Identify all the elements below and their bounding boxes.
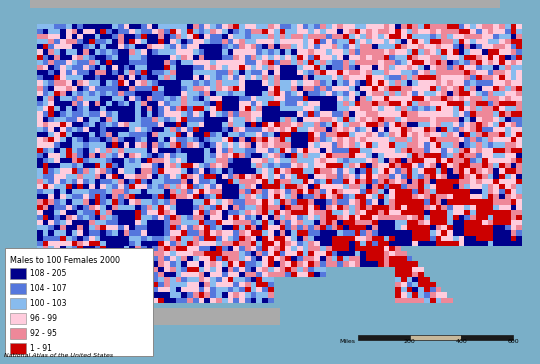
Bar <box>5 248 153 356</box>
Bar <box>10 298 26 309</box>
Text: 1 - 91: 1 - 91 <box>30 344 52 353</box>
Text: 100 - 103: 100 - 103 <box>30 299 66 308</box>
Bar <box>10 313 26 324</box>
Text: 400: 400 <box>455 339 467 344</box>
Text: 104 - 107: 104 - 107 <box>30 284 66 293</box>
Bar <box>410 335 461 340</box>
Bar <box>10 268 26 279</box>
Bar <box>10 343 26 354</box>
Text: 108 - 205: 108 - 205 <box>30 269 66 278</box>
Text: Males to 100 Females 2000: Males to 100 Females 2000 <box>10 256 120 265</box>
Bar <box>10 283 26 294</box>
Text: Miles: Miles <box>339 339 355 344</box>
Text: 96 - 99: 96 - 99 <box>30 314 57 323</box>
Bar <box>461 335 513 340</box>
Text: 600: 600 <box>507 339 519 344</box>
Text: National Atlas of the United States: National Atlas of the United States <box>4 353 113 358</box>
Bar <box>10 328 26 339</box>
Text: 92 - 95: 92 - 95 <box>30 329 57 338</box>
Text: 200: 200 <box>404 339 416 344</box>
Bar <box>358 335 410 340</box>
